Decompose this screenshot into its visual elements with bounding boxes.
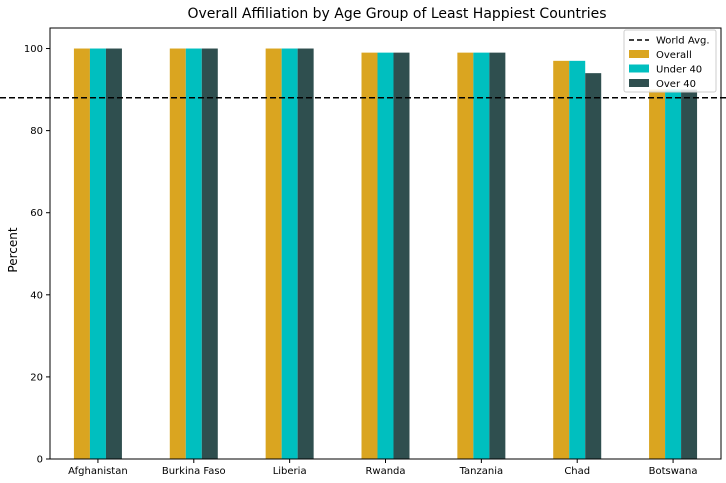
bar-overall-liberia	[265, 48, 282, 460]
bar-under-40-liberia	[281, 48, 298, 460]
bar-under-40-tanzania	[473, 52, 490, 459]
bar-overall-rwanda	[361, 52, 378, 459]
y-tick-label: 0	[37, 455, 43, 466]
bar-over-40-botswana	[681, 89, 698, 460]
legend-label: Over 40	[656, 79, 696, 90]
x-tick-label: Afghanistan	[68, 466, 128, 477]
legend-swatch	[629, 64, 649, 73]
legend-label: World Avg.	[656, 36, 710, 47]
bar-overall-afghanistan	[73, 48, 90, 460]
y-tick-label: 60	[30, 208, 43, 219]
bar-over-40-chad	[585, 73, 602, 460]
x-tick-label: Burkina Faso	[162, 466, 226, 477]
bar-under-40-botswana	[665, 89, 682, 460]
bar-under-40-rwanda	[377, 52, 394, 459]
bar-over-40-rwanda	[393, 52, 410, 459]
y-axis-label: Percent	[6, 227, 20, 272]
legend: World Avg. Overall Under 40 Over 40	[623, 29, 717, 93]
bar-under-40-afghanistan	[89, 48, 106, 460]
plot-frame	[49, 27, 722, 460]
plot-area: Afghanistan Burkina Faso Liberia Rwanda Tanz…	[0, 27, 726, 477]
chart-title: Overall Affiliation by Age Group of Leas…	[187, 6, 606, 22]
bar-under-40-burkina-faso	[185, 48, 202, 460]
legend-label: Overall	[656, 50, 692, 61]
y-tick-label: 20	[30, 372, 43, 383]
x-tick-label: Rwanda	[365, 466, 405, 477]
y-tick-label: 40	[30, 290, 43, 301]
bar-overall-burkina-faso	[169, 48, 186, 460]
bar-over-40-tanzania	[489, 52, 506, 459]
x-tick-label: Liberia	[273, 466, 307, 477]
bar-over-40-liberia	[297, 48, 314, 460]
legend-box	[623, 29, 717, 93]
bar-under-40-chad	[569, 60, 586, 459]
bar-overall-chad	[553, 60, 570, 459]
x-tick-label: Botswana	[649, 466, 698, 477]
y-tick-label: 80	[30, 126, 43, 137]
legend-label: Under 40	[656, 65, 702, 76]
legend-swatch	[629, 50, 649, 58]
bar-overall-tanzania	[457, 52, 474, 459]
y-tick-label: 100	[24, 44, 43, 55]
legend-swatch	[629, 79, 649, 87]
bar-over-40-burkina-faso	[201, 48, 218, 460]
x-tick-label: Tanzania	[459, 466, 504, 477]
bar-over-40-afghanistan	[105, 48, 122, 460]
x-tick-label: Chad	[564, 466, 590, 477]
bar-overall-botswana	[649, 89, 666, 460]
